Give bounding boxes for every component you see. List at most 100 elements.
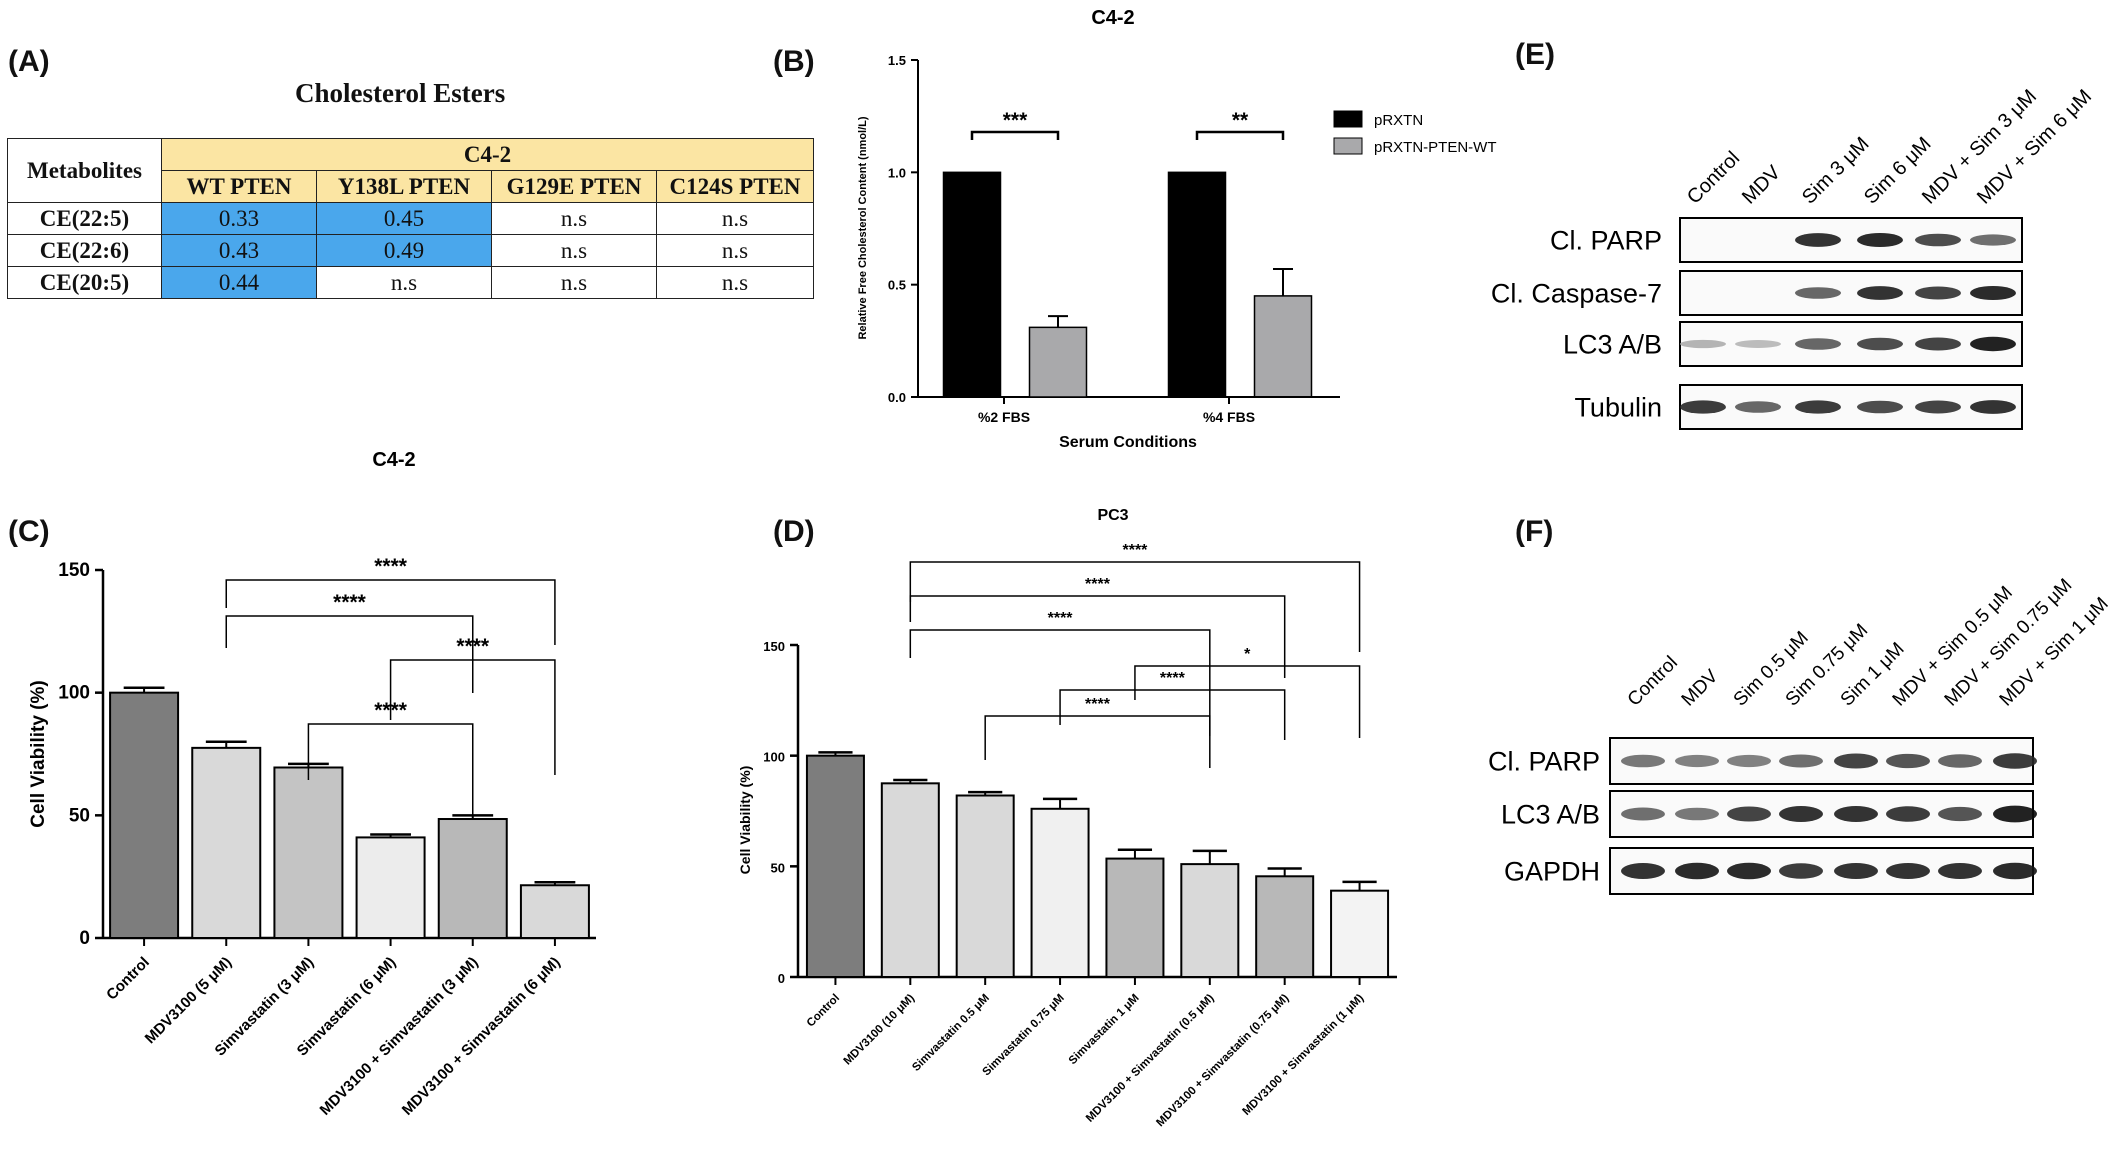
- bar: [1180, 863, 1240, 978]
- significance-bracket: [307, 723, 474, 818]
- band: [1735, 340, 1781, 348]
- band: [1938, 754, 1982, 768]
- panel-label-d: (D): [773, 515, 815, 548]
- panel-label-f: (F): [1515, 515, 1554, 548]
- band: [1938, 863, 1982, 879]
- significance-label: ****: [1085, 576, 1111, 593]
- bar: [1167, 171, 1227, 398]
- legend-swatch: [1333, 137, 1363, 155]
- band: [1680, 400, 1726, 414]
- band: [1915, 337, 1961, 351]
- band: [1915, 233, 1961, 247]
- legend-swatch: [1333, 110, 1363, 128]
- significance-bracket: [984, 715, 1211, 768]
- y-axis-label: Cell Viability (%): [28, 680, 49, 827]
- blot-row-label: GAPDH: [1504, 856, 1600, 886]
- significance-label: ****: [333, 591, 367, 614]
- y-tick-label: 50: [771, 860, 785, 875]
- bar: [805, 754, 865, 979]
- bar: [1255, 875, 1315, 978]
- y-tick-label: 0: [778, 971, 785, 986]
- x-tick-label: Control: [805, 992, 842, 1029]
- x-tick-label: Simvastatin 1 μM: [1067, 992, 1142, 1067]
- significance-bracket: [225, 615, 474, 693]
- table-column-header: WT PTEN: [161, 170, 317, 203]
- band: [1727, 806, 1771, 822]
- band: [1886, 863, 1930, 879]
- table-cell: 0.43: [161, 234, 317, 267]
- band: [1675, 862, 1719, 880]
- band: [1970, 336, 2016, 352]
- table-row-label: CE(20:5): [7, 266, 162, 299]
- band: [1621, 807, 1665, 821]
- panel-label-b: (B): [773, 45, 815, 78]
- significance-label: ****: [456, 635, 490, 658]
- x-tick-label: MDV3100 + Simvastatin (0.75 μM): [1154, 992, 1291, 1129]
- significance-label: ****: [1048, 610, 1074, 627]
- table-cell: 0.33: [161, 202, 317, 235]
- bar: [1330, 889, 1390, 978]
- y-tick-label: 150: [763, 639, 785, 654]
- band: [1795, 233, 1841, 247]
- band: [1993, 805, 2037, 823]
- band: [1857, 286, 1903, 300]
- chart-title: PC3: [1097, 507, 1128, 524]
- band: [1675, 807, 1719, 821]
- blot-row-label: Cl. Caspase-7: [1491, 278, 1662, 308]
- band: [1834, 806, 1878, 822]
- legend-label: pRXTN-PTEN-WT: [1374, 139, 1497, 156]
- panel-label-c: (C): [8, 515, 50, 548]
- band: [1621, 754, 1665, 768]
- bar: [955, 794, 1015, 978]
- x-tick-label: MDV3100 + Simvastatin (6 μM): [399, 954, 564, 1119]
- y-tick-label: 1.0: [888, 165, 906, 180]
- y-tick-label: 0.0: [888, 390, 906, 405]
- bar: [109, 691, 180, 940]
- x-axis-label: Serum Conditions: [1059, 434, 1197, 451]
- x-tick-label: %4 FBS: [1203, 409, 1255, 425]
- band: [1680, 339, 1726, 349]
- significance-label: ****: [1122, 542, 1148, 559]
- y-tick-label: 150: [58, 560, 90, 581]
- band: [1834, 753, 1878, 769]
- x-tick-label: MDV3100 (10 μM): [842, 992, 917, 1067]
- band: [1993, 862, 2037, 880]
- band: [1834, 863, 1878, 879]
- bar: [355, 836, 426, 939]
- table-row-label: CE(22:6): [7, 234, 162, 267]
- x-tick-label: MDV3100 + Simvastatin (3 μM): [317, 954, 482, 1119]
- band: [1779, 863, 1823, 879]
- panel-label-e: (E): [1515, 38, 1555, 71]
- significance-bracket: [1134, 665, 1361, 738]
- legend-label: pRXTN: [1374, 112, 1423, 129]
- x-tick-label: %2 FBS: [978, 409, 1030, 425]
- band: [1621, 863, 1665, 879]
- lane-label: Control: [1624, 652, 1682, 710]
- bar: [1030, 807, 1090, 979]
- panel-label-a: (A): [8, 45, 50, 78]
- blot-row-label: Cl. PARP: [1488, 746, 1600, 776]
- table-cell: n.s: [656, 266, 814, 299]
- significance-bracket: [909, 595, 1286, 678]
- significance-label: ****: [374, 699, 408, 722]
- significance-bracket: [1059, 689, 1286, 740]
- lane-label: Control: [1683, 147, 1744, 208]
- blot-row-label: Tubulin: [1574, 392, 1662, 422]
- blot-strip: [1679, 217, 2023, 263]
- significance-bracket: [389, 659, 556, 775]
- band: [1938, 806, 1982, 822]
- band: [1915, 286, 1961, 300]
- significance-bracket: [1195, 130, 1285, 140]
- table-row: CE(22:6) 0.43 0.49 n.s n.s: [7, 234, 814, 267]
- x-tick-label: MDV3100 (5 μM): [142, 954, 235, 1047]
- table-row: CE(20:5) 0.44 n.s n.s n.s: [7, 266, 814, 299]
- table-column-header: C124S PTEN: [656, 170, 814, 203]
- significance-label: *: [1244, 646, 1251, 663]
- y-tick-label: 100: [58, 683, 90, 704]
- bar: [519, 884, 590, 940]
- x-tick-label: Control: [103, 954, 153, 1004]
- significance-label: ****: [1085, 696, 1111, 713]
- significance-bracket: [225, 579, 556, 645]
- band: [1915, 400, 1961, 414]
- band: [1727, 862, 1771, 880]
